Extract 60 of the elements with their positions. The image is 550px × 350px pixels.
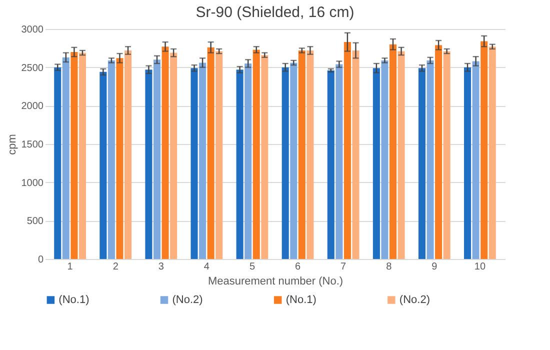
bar: [124, 50, 132, 259]
y-tick-label: 2000: [21, 101, 44, 112]
bar: [54, 67, 62, 259]
bar: [100, 72, 107, 259]
x-axis-title: Measurement number (No.): [208, 276, 344, 288]
bar: [116, 58, 124, 259]
x-tick-label: 10: [474, 262, 486, 272]
bar: [62, 57, 70, 259]
bar: [70, 52, 78, 259]
chart-title: Sr-90 (Shielded, 16 cm): [196, 4, 354, 21]
bar: [398, 51, 405, 259]
bar: [464, 67, 472, 259]
x-tick-label: 5: [249, 262, 256, 272]
bar: [336, 64, 343, 259]
bar: [153, 60, 161, 259]
bar: [162, 46, 169, 259]
bar: [170, 52, 178, 259]
x-tick-label: 7: [340, 262, 347, 272]
x-tick-label: 4: [204, 262, 210, 272]
legend-label: (No.2): [399, 294, 430, 306]
bar: [199, 62, 206, 259]
legend-label: (No.1): [58, 294, 90, 306]
bar: [298, 50, 306, 259]
bar: [190, 68, 198, 259]
bar: [418, 68, 426, 259]
bar: [327, 70, 334, 259]
x-tick-label: 6: [294, 262, 301, 272]
x-tick-label: 9: [432, 262, 438, 272]
legend-label: (No.2): [172, 294, 203, 306]
bar: [372, 68, 380, 259]
bar: [389, 44, 397, 259]
bar: [435, 45, 442, 259]
bar: [244, 64, 252, 259]
bar: [488, 46, 496, 259]
bar: [480, 41, 488, 259]
bar: [108, 60, 115, 259]
bar: [472, 61, 480, 259]
bar: [282, 67, 289, 259]
y-tick-label: 2500: [21, 62, 44, 74]
bar: [352, 50, 360, 259]
bar: [207, 47, 214, 259]
bar: [261, 55, 268, 259]
y-tick-label: 1500: [21, 140, 44, 150]
bar: [252, 50, 260, 259]
x-tick-label: 1: [67, 262, 74, 272]
bar: [344, 42, 351, 259]
bar: [306, 50, 314, 259]
y-tick-label: 0: [38, 254, 44, 266]
legend-label: (No.1): [286, 294, 316, 306]
y-tick-label: 3000: [21, 24, 44, 36]
bar: [426, 60, 434, 259]
x-tick-label: 8: [386, 262, 392, 272]
bar: [236, 70, 244, 259]
y-tick-label: 1000: [21, 178, 44, 189]
y-tick-label: 500: [26, 216, 44, 228]
x-tick-label: 3: [158, 262, 164, 272]
y-axis-title: cpm: [6, 134, 18, 155]
bar: [145, 70, 152, 259]
bar: [381, 60, 388, 259]
x-tick-label: 2: [112, 262, 119, 272]
